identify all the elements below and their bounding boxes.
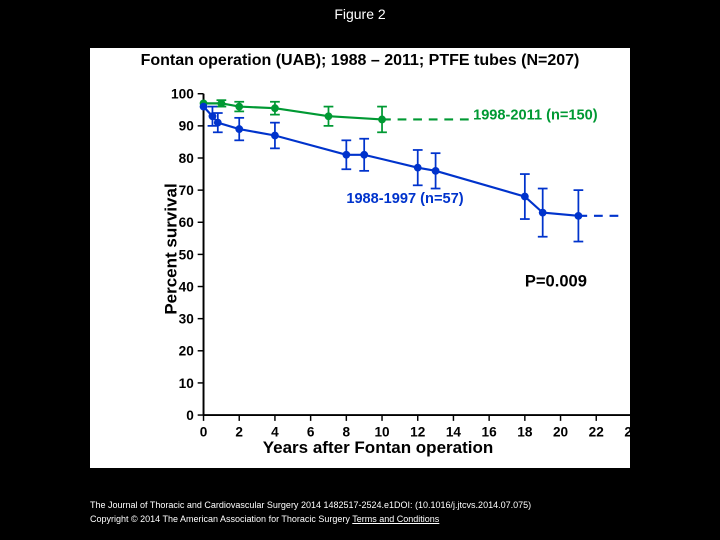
svg-text:60: 60 — [179, 215, 195, 230]
svg-text:1998-2011 (n=150): 1998-2011 (n=150) — [473, 107, 598, 123]
svg-text:70: 70 — [179, 183, 195, 198]
svg-text:0: 0 — [186, 408, 194, 423]
terms-link[interactable]: Terms and Conditions — [352, 514, 439, 524]
svg-text:100: 100 — [171, 87, 194, 102]
svg-text:P=0.009: P=0.009 — [525, 272, 587, 291]
page: Figure 2 Fontan operation (UAB); 1988 – … — [0, 0, 720, 540]
svg-text:80: 80 — [179, 151, 195, 166]
svg-text:10: 10 — [179, 376, 195, 391]
svg-text:24: 24 — [624, 424, 640, 439]
x-axis-label: Years after Fontan operation — [158, 438, 598, 458]
copyright-prefix: Copyright © 2014 The American Associatio… — [90, 514, 352, 524]
plot-region: Percent survival 02468101214161820222401… — [158, 84, 598, 414]
plot-svg: 0246810121416182022240102030405060708090… — [158, 84, 658, 454]
figure-label: Figure 2 — [0, 6, 720, 22]
citation-text: The Journal of Thoracic and Cardiovascul… — [90, 500, 531, 510]
svg-text:90: 90 — [179, 119, 195, 134]
copyright-text: Copyright © 2014 The American Associatio… — [90, 514, 439, 524]
chart-title: Fontan operation (UAB); 1988 – 2011; PTF… — [90, 52, 630, 70]
svg-text:30: 30 — [179, 312, 195, 327]
chart-area: Fontan operation (UAB); 1988 – 2011; PTF… — [90, 48, 630, 468]
svg-text:1988-1997 (n=57): 1988-1997 (n=57) — [346, 191, 463, 207]
svg-text:20: 20 — [179, 344, 195, 359]
svg-text:50: 50 — [179, 247, 195, 262]
svg-text:40: 40 — [179, 279, 195, 294]
